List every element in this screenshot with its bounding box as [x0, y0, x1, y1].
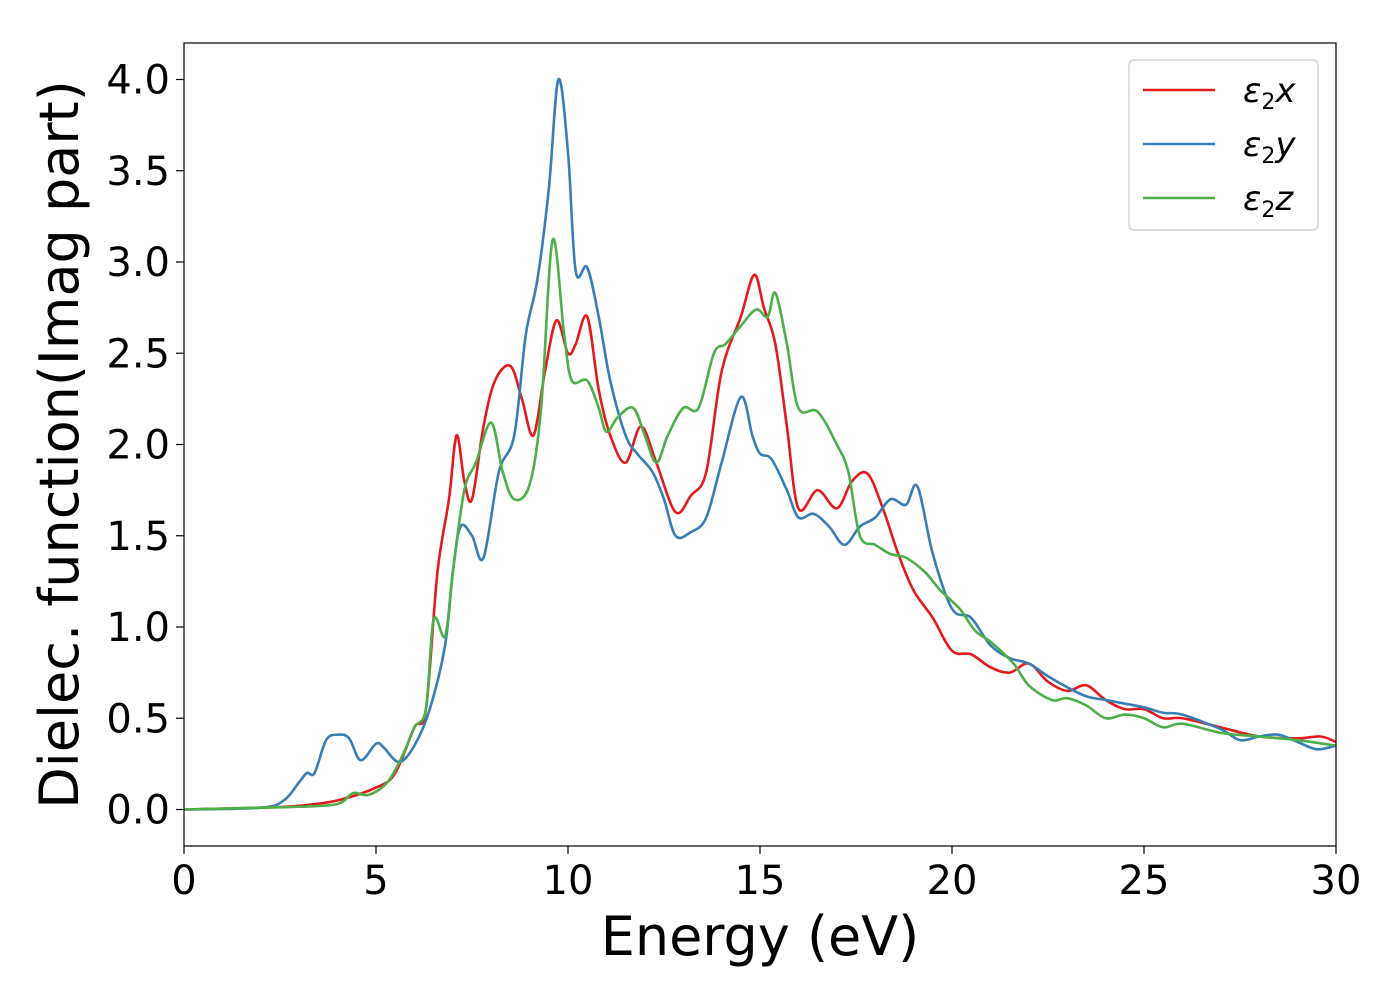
- series-line-y: [184, 77, 1336, 811]
- legend-box: [1128, 59, 1319, 231]
- series-line-x: [184, 273, 1336, 811]
- y-tick-label: 1.0: [106, 605, 170, 651]
- series-line-z: [184, 237, 1336, 811]
- series-lines: [184, 77, 1336, 811]
- x-tick-label: 10: [543, 858, 594, 904]
- y-axis-label: Dielec. function(Imag part): [28, 80, 91, 809]
- y-axis-ticks: 0.0 0.5 1.0 1.5 2.0 2.5 3.0 3.5 4.0: [106, 58, 184, 834]
- legend-entry-x: ε2x: [1143, 71, 1296, 115]
- legend: ε2x ε2y ε2z: [1128, 59, 1319, 231]
- legend-entry-z: ε2z: [1143, 179, 1294, 223]
- x-tick-label: 25: [1119, 858, 1170, 904]
- x-tick-label: 0: [171, 858, 196, 904]
- x-tick-label: 15: [735, 858, 786, 904]
- y-tick-label: 1.5: [106, 514, 170, 560]
- y-tick-label: 0.0: [106, 788, 170, 834]
- legend-entry-y: ε2y: [1143, 125, 1296, 169]
- x-tick-label: 30: [1311, 858, 1362, 904]
- x-axis-label: Energy (eV): [601, 905, 920, 968]
- legend-label: ε2z: [1243, 179, 1294, 223]
- x-axis-ticks: 0 5 10 15 20 25 30: [171, 846, 1361, 904]
- y-tick-label: 3.0: [106, 240, 170, 286]
- y-tick-label: 3.5: [106, 149, 170, 195]
- legend-label: ε2y: [1243, 125, 1296, 169]
- y-tick-label: 2.0: [106, 423, 170, 469]
- y-tick-label: 4.0: [106, 58, 170, 104]
- legend-label: ε2x: [1243, 71, 1296, 115]
- x-tick-label: 20: [927, 858, 978, 904]
- y-tick-label: 0.5: [106, 696, 170, 742]
- y-tick-label: 2.5: [106, 331, 170, 377]
- x-tick-label: 5: [363, 858, 388, 904]
